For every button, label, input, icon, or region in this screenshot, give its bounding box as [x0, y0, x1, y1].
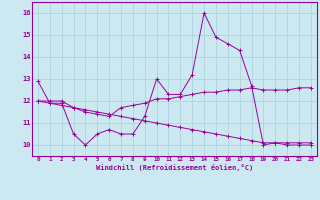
X-axis label: Windchill (Refroidissement éolien,°C): Windchill (Refroidissement éolien,°C)	[96, 164, 253, 171]
